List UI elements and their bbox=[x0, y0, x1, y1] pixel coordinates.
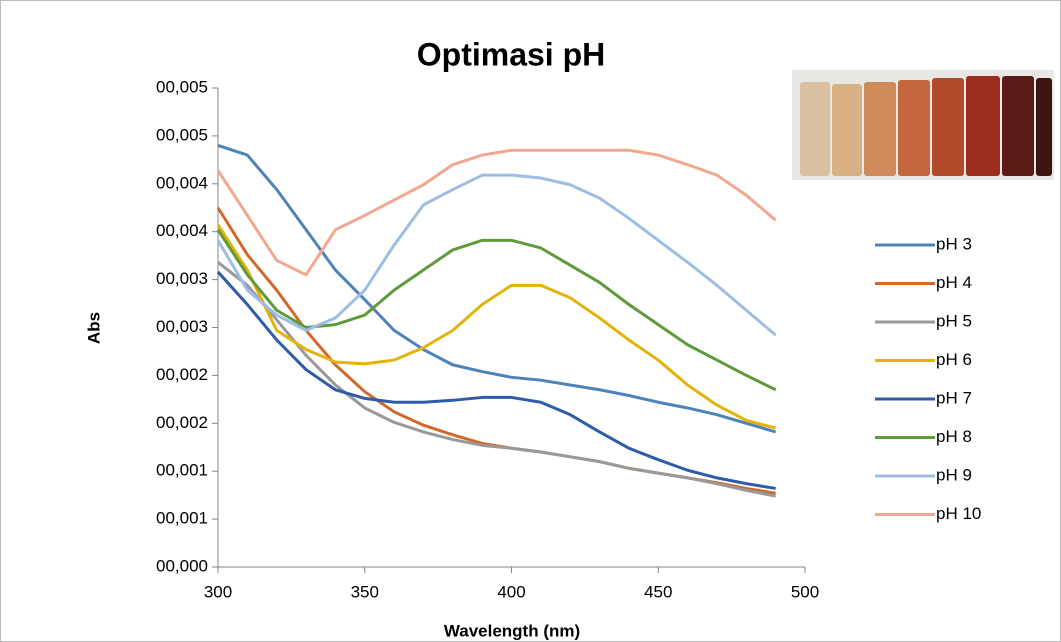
legend-label: pH 10 bbox=[936, 504, 981, 523]
y-tick-label: 00,005 bbox=[156, 125, 208, 144]
legend-label: pH 4 bbox=[936, 273, 972, 292]
y-tick-label: 00,000 bbox=[156, 556, 208, 575]
series-line bbox=[216, 148, 777, 277]
chart-title: Optimasi pH bbox=[417, 36, 605, 72]
y-axis-label: Abs bbox=[84, 312, 103, 344]
x-tick-label: 400 bbox=[497, 582, 525, 601]
y-tick-label: 00,004 bbox=[156, 173, 208, 192]
series-line bbox=[216, 270, 776, 490]
y-tick-label: 00,005 bbox=[156, 77, 208, 96]
y-tick-label: 00,003 bbox=[156, 269, 208, 288]
x-axis-label: Wavelength (nm) bbox=[444, 621, 580, 640]
y-tick-label: 00,002 bbox=[156, 365, 208, 384]
legend-label: pH 7 bbox=[936, 388, 972, 407]
x-tick-label: 300 bbox=[204, 582, 232, 601]
y-tick-label: 00,001 bbox=[156, 509, 208, 528]
vials-photo bbox=[792, 70, 1054, 180]
x-tick-label: 450 bbox=[644, 582, 672, 601]
series-line bbox=[216, 173, 777, 337]
series-line bbox=[217, 261, 776, 498]
legend-label: pH 8 bbox=[936, 427, 972, 446]
y-tick-label: 00,001 bbox=[156, 461, 208, 480]
x-tick-label: 350 bbox=[351, 582, 379, 601]
legend-label: pH 9 bbox=[936, 465, 972, 484]
y-tick-label: 00,004 bbox=[156, 221, 208, 240]
y-tick-label: 00,002 bbox=[156, 413, 208, 432]
x-tick-label: 500 bbox=[791, 582, 819, 601]
series-line bbox=[216, 224, 777, 430]
y-tick-label: 00,003 bbox=[156, 317, 208, 336]
series-line bbox=[217, 144, 777, 434]
legend-label: pH 6 bbox=[936, 350, 972, 369]
legend-label: pH 3 bbox=[936, 234, 972, 253]
legend-label: pH 5 bbox=[936, 311, 972, 330]
